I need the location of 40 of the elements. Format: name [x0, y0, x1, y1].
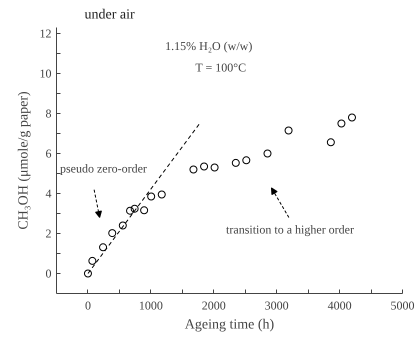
point	[337, 120, 346, 128]
point	[326, 138, 335, 146]
y-tick-label: 4	[46, 186, 52, 200]
annotation: T = 100°C	[195, 60, 246, 74]
point	[126, 206, 134, 215]
point	[210, 164, 219, 172]
point	[108, 229, 116, 238]
annotation: pseudo zero-order	[60, 161, 147, 176]
point	[118, 222, 127, 230]
x-tick-label: 5000	[390, 298, 414, 312]
point	[232, 158, 240, 167]
point	[130, 204, 139, 213]
annotation: 1.15% H₂O (w/w)	[165, 39, 252, 54]
point	[200, 162, 208, 170]
point	[84, 270, 92, 278]
point	[242, 156, 250, 164]
point	[99, 243, 108, 252]
x-tick-label: 4000	[328, 298, 352, 312]
point	[88, 256, 96, 265]
x-tick-label: 1000	[138, 298, 163, 312]
point	[189, 166, 198, 174]
y-tick-label: 6	[46, 146, 52, 160]
point	[284, 126, 293, 134]
x-tick-label: 2000	[202, 298, 226, 312]
y-tick-label: 12	[40, 26, 52, 40]
y-tick-label: 0	[46, 266, 52, 280]
point	[147, 192, 156, 200]
point	[140, 206, 148, 214]
point	[348, 114, 356, 122]
y-tick-label: 2	[46, 226, 52, 240]
chart-title: under air	[84, 8, 135, 22]
annotation: transition to a higher order	[226, 222, 354, 237]
y-axis-title: CH₃OH (μmole/g paper)	[16, 90, 32, 230]
x-axis-title: Ageing time (h)	[184, 318, 275, 332]
y-tick-label: 8	[46, 106, 52, 120]
x-tick-label: 3000	[264, 298, 289, 312]
point	[263, 150, 272, 158]
x-tick-label: 0	[84, 298, 91, 312]
y-tick-label: 10	[40, 66, 52, 80]
point	[158, 190, 166, 198]
